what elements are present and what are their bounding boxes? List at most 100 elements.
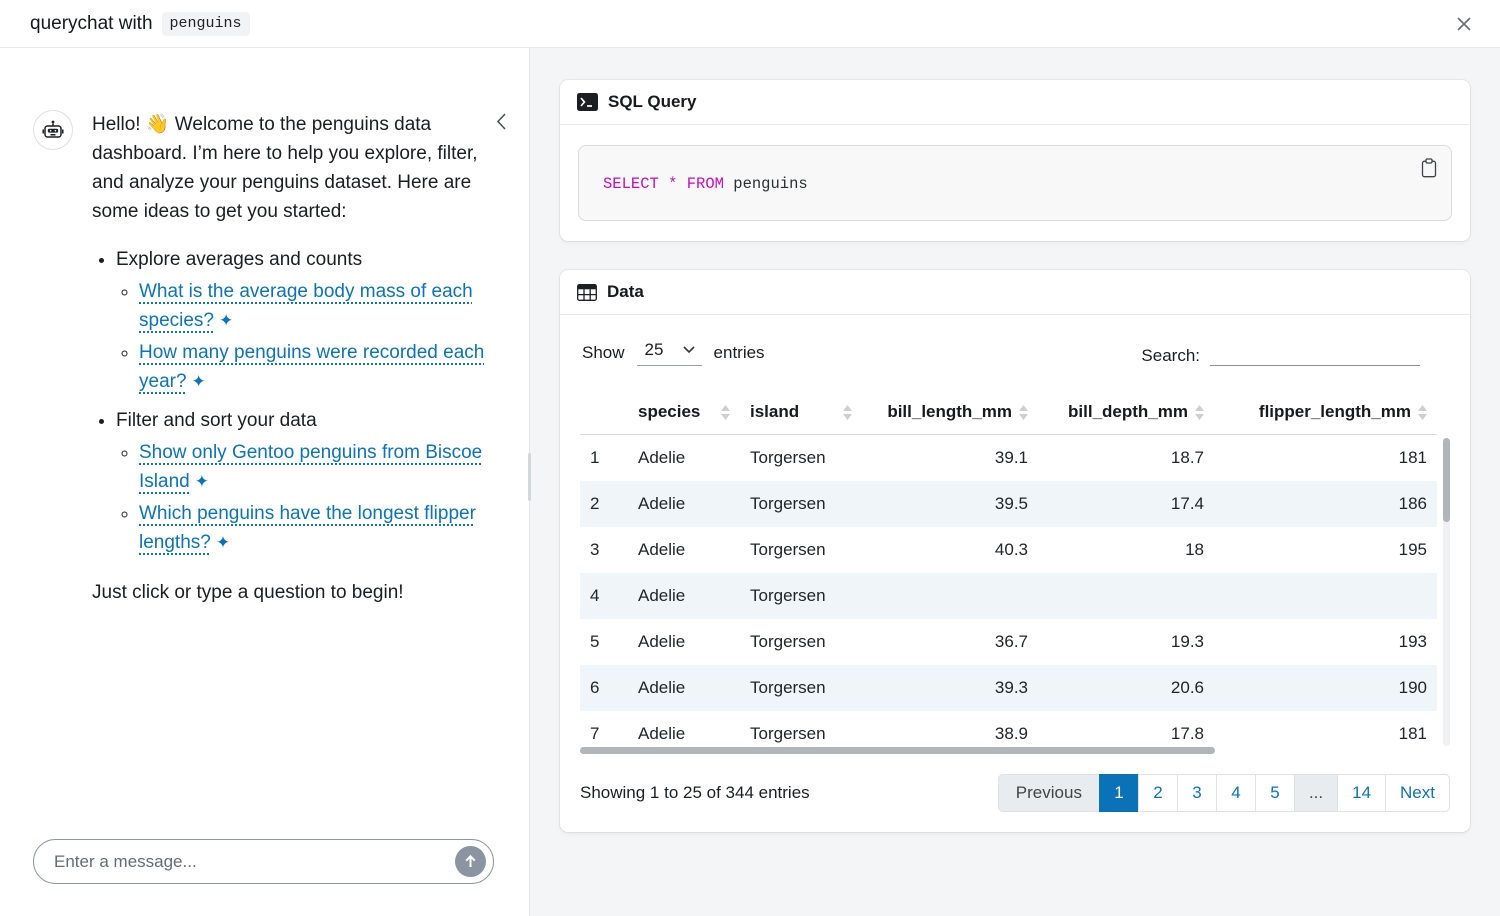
table-row: 7 Adelie Torgersen 38.9 17.8 181 — [590, 724, 1427, 743]
dataset-name-chip: penguins — [161, 11, 250, 36]
collapse-sidebar-button[interactable] — [490, 108, 513, 135]
table-info-text: Showing 1 to 25 of 344 entries — [580, 783, 810, 802]
sidebar-resize-handle[interactable] — [528, 453, 531, 501]
pagination-page-4[interactable]: 4 — [1215, 774, 1256, 812]
pagination-page-3[interactable]: 3 — [1176, 774, 1217, 812]
table-footer: Showing 1 to 25 of 344 entries Previous … — [580, 774, 1450, 812]
sparkle-icon: ✦ — [194, 472, 209, 491]
pagination-page-14[interactable]: 14 — [1337, 774, 1387, 812]
sparkle-icon: ✦ — [191, 372, 206, 391]
list-item: Which penguins have the longest flipper … — [139, 499, 495, 557]
suggestion-group-title: Filter and sort your data — [116, 410, 317, 431]
vertical-scrollbar[interactable] — [1443, 438, 1450, 522]
send-button[interactable] — [455, 846, 486, 877]
sparkle-icon: ✦ — [219, 311, 234, 330]
sql-card-body: SELECT * FROM penguins — [560, 125, 1470, 241]
message-input[interactable] — [54, 851, 455, 872]
table-search-control: Search: — [1141, 339, 1420, 366]
column-header-flipper-length[interactable]: flipper_length_mm — [1214, 392, 1437, 435]
table-row: 6 Adelie Torgersen 39.3 20.6 190 — [580, 665, 1437, 711]
data-card-header: Data — [560, 270, 1470, 315]
table-header-row: species island bill_length_mm bill_depth… — [580, 392, 1437, 435]
main-panel: SQL Query SELECT * FROM penguins — [530, 48, 1500, 916]
suggestion-link-count-per-year[interactable]: How many penguins were recorded each yea… — [139, 342, 485, 392]
sql-query-card: SQL Query SELECT * FROM penguins — [560, 80, 1470, 241]
list-item: Show only Gentoo penguins from Biscoe Is… — [139, 438, 495, 496]
sort-icon — [1418, 404, 1427, 420]
robot-icon — [40, 117, 66, 143]
penguins-table: species island bill_length_mm bill_depth… — [580, 392, 1437, 756]
sort-icon — [843, 404, 852, 420]
pagination-ellipsis: ... — [1293, 774, 1339, 812]
table-row: 1 Adelie Torgersen 39.1 18.7 181 — [590, 448, 1427, 467]
suggestion-group-title: Explore averages and counts — [116, 249, 363, 270]
assistant-message-body: Hello! 👋 Welcome to the penguins data da… — [92, 110, 495, 607]
sql-code-block: SELECT * FROM penguins — [578, 145, 1452, 221]
pagination-page-2[interactable]: 2 — [1137, 774, 1178, 812]
chat-sidebar: Hello! 👋 Welcome to the penguins data da… — [0, 48, 531, 916]
sql-card-header: SQL Query — [560, 80, 1470, 125]
page-length-select[interactable]: 25 — [644, 340, 698, 359]
pagination: Previous 1 2 3 4 5 ... 14 Next — [997, 774, 1450, 812]
page-length-select-wrap: 25 — [636, 340, 702, 366]
list-item: How many penguins were recorded each yea… — [139, 338, 495, 396]
clipboard-icon — [1421, 158, 1437, 178]
window-titlebar: querychat with penguins — [0, 0, 1500, 48]
search-label: Search: — [1141, 346, 1200, 365]
show-label: Show — [582, 343, 625, 362]
page-length-control: Show 25 entries — [582, 340, 765, 366]
table-row: 4 Adelie Torgersen — [580, 573, 1437, 619]
app-layout: Hello! 👋 Welcome to the penguins data da… — [0, 48, 1500, 916]
suggestion-link-avg-body-mass[interactable]: What is the average body mass of each sp… — [139, 281, 473, 331]
pagination-previous-button[interactable]: Previous — [997, 774, 1100, 812]
table-controls: Show 25 entries Search: — [582, 339, 1448, 366]
greeting-text: Hello! 👋 Welcome to the penguins data da… — [92, 114, 478, 222]
suggestion-group: Explore averages and counts What is the … — [116, 245, 495, 396]
suggestion-group: Filter and sort your data Show only Gent… — [116, 406, 495, 557]
data-card: Data Show 25 entries — [560, 270, 1470, 832]
table-row: 3 Adelie Torgersen 40.3 18 195 — [590, 540, 1427, 559]
vertical-scrollbar-track — [1443, 438, 1450, 746]
column-header-island[interactable]: island — [740, 392, 862, 435]
chevron-left-icon — [494, 112, 509, 131]
pagination-page-5[interactable]: 5 — [1254, 774, 1295, 812]
close-icon — [1454, 14, 1474, 34]
row-number-header — [580, 392, 628, 435]
table-row: 5 Adelie Torgersen 36.7 19.3 193 — [590, 632, 1427, 651]
column-header-species[interactable]: species — [628, 392, 740, 435]
app-title-text: querychat with — [30, 12, 153, 34]
arrow-up-icon — [463, 854, 478, 869]
entries-label: entries — [713, 343, 765, 362]
horizontal-scrollbar[interactable] — [580, 747, 1216, 754]
page-title: querychat with penguins — [30, 11, 250, 36]
suggestion-link-longest-flippers[interactable]: Which penguins have the longest flipper … — [139, 503, 476, 553]
column-header-bill-length[interactable]: bill_length_mm — [862, 392, 1038, 435]
pagination-next-button[interactable]: Next — [1385, 774, 1450, 812]
close-button[interactable] — [1450, 10, 1478, 38]
copy-code-button[interactable] — [1418, 155, 1440, 181]
chat-input-bar — [0, 839, 529, 916]
list-item: What is the average body mass of each sp… — [139, 277, 495, 335]
closing-text: Just click or type a question to begin! — [92, 582, 404, 603]
sort-icon — [721, 404, 730, 420]
search-input[interactable] — [1210, 339, 1420, 366]
suggestion-link-gentoo-biscoe[interactable]: Show only Gentoo penguins from Biscoe Is… — [139, 442, 483, 492]
card-title: SQL Query — [608, 92, 697, 111]
sort-icon — [1195, 404, 1204, 420]
message-input-container — [33, 839, 494, 884]
assistant-message: Hello! 👋 Welcome to the penguins data da… — [33, 110, 495, 607]
card-title: Data — [607, 282, 644, 301]
bot-avatar — [33, 110, 73, 150]
sql-code: SELECT * FROM penguins — [603, 175, 808, 193]
sort-icon — [1019, 404, 1028, 420]
data-card-body: Show 25 entries Search: — [560, 315, 1470, 832]
terminal-icon — [577, 93, 598, 111]
table-viewport: species island bill_length_mm bill_depth… — [580, 392, 1450, 756]
column-header-bill-depth[interactable]: bill_depth_mm — [1038, 392, 1214, 435]
suggestion-list: Explore averages and counts What is the … — [116, 245, 495, 557]
pagination-page-1[interactable]: 1 — [1098, 774, 1139, 812]
table-row: 2 Adelie Torgersen 39.5 17.4 186 — [580, 481, 1437, 527]
table-icon — [577, 283, 597, 301]
chat-message-area: Hello! 👋 Welcome to the penguins data da… — [0, 48, 529, 839]
sparkle-icon: ✦ — [215, 533, 231, 552]
